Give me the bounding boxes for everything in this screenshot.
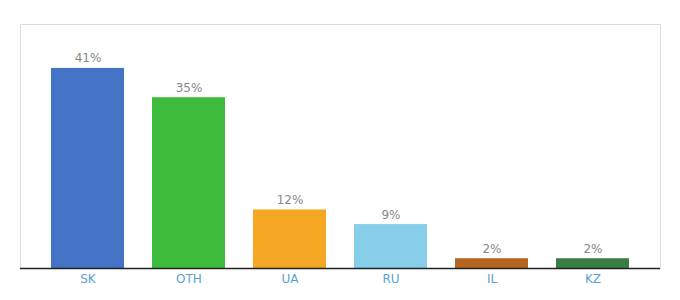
svg-text:OTH: OTH [176,272,202,286]
svg-text:12%: 12% [277,193,304,207]
svg-text:2%: 2% [583,242,602,256]
svg-text:9%: 9% [381,208,400,222]
svg-text:RU: RU [382,272,399,286]
svg-text:35%: 35% [176,81,203,95]
svg-text:2%: 2% [482,242,501,256]
svg-text:KZ: KZ [585,272,601,286]
svg-text:UA: UA [282,272,300,286]
svg-text:SK: SK [80,272,97,286]
svg-text:IL: IL [487,272,498,286]
svg-text:41%: 41% [75,51,102,65]
